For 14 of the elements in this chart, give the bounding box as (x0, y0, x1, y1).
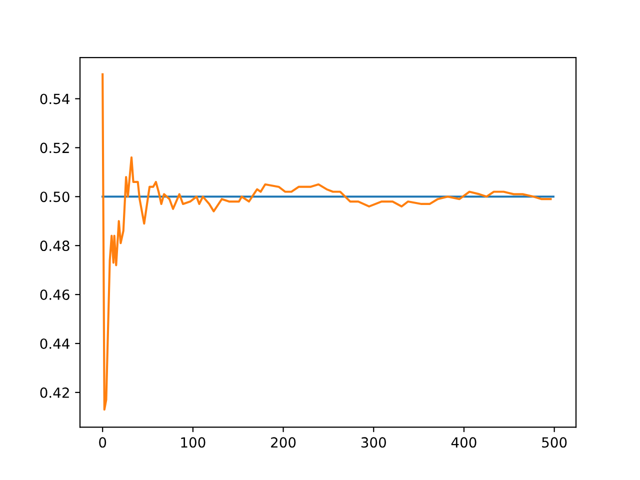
x-tick-label: 300 (361, 437, 386, 448)
x-tick-label: 400 (451, 437, 476, 448)
x-tick-label: 100 (181, 437, 206, 448)
y-tick-label: 0.50 (40, 192, 70, 202)
y-tick-label: 0.42 (40, 387, 69, 398)
y-tick-label: 0.44 (40, 338, 70, 349)
y-tick-label: 0.48 (40, 240, 70, 252)
y-tick-label: 0.52 (40, 142, 69, 154)
line-series (102, 73, 552, 411)
x-tick-label: 500 (542, 437, 567, 448)
y-tick-label: 0.46 (40, 290, 70, 300)
x-tick-label: 200 (271, 437, 296, 448)
x-tick-label: 0 (99, 437, 106, 448)
y-tick-label: 0.54 (40, 94, 70, 104)
